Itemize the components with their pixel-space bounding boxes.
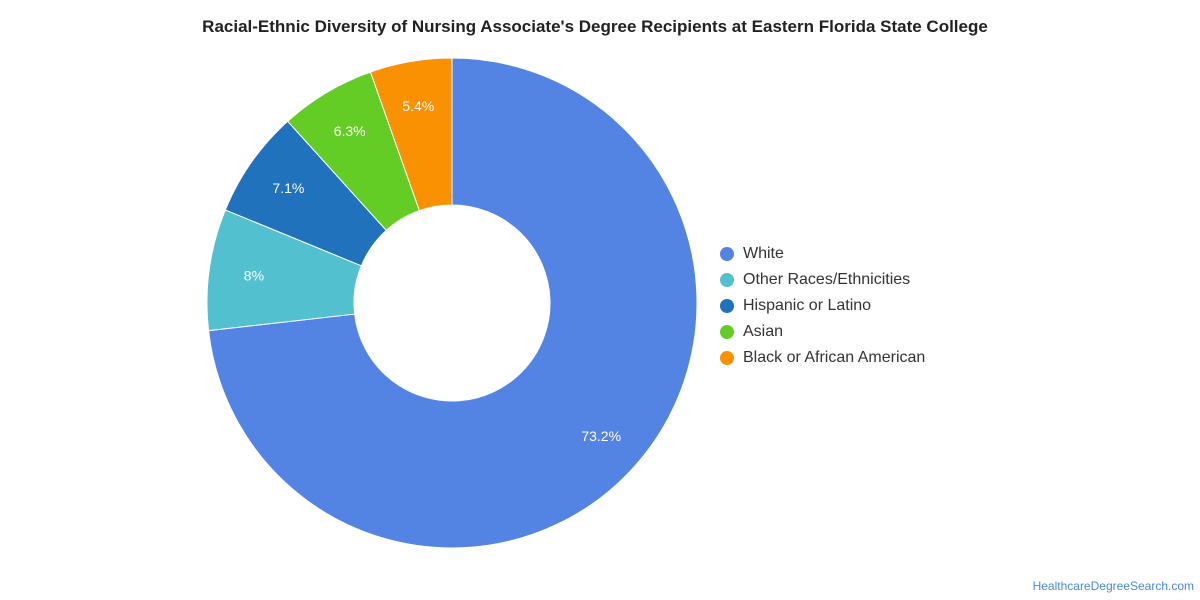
legend-label: Black or African American [743,349,926,366]
slices-group [206,57,698,549]
legend-item[interactable]: Asian [720,319,925,345]
chart-title: Racial-Ethnic Diversity of Nursing Assoc… [202,17,988,36]
slice-label: 73.2% [581,428,621,444]
slice-label: 5.4% [402,98,434,114]
legend-item[interactable]: Black or African American [720,345,925,371]
legend-swatch [720,273,734,287]
legend-item[interactable]: White [720,241,925,267]
legend-item[interactable]: Hispanic or Latino [720,293,925,319]
slice-label: 6.3% [334,123,366,139]
legend-label: White [743,245,784,262]
legend-swatch [720,299,734,313]
slice-label: 7.1% [272,180,304,196]
legend-item[interactable]: Other Races/Ethnicities [720,267,925,293]
source-credit[interactable]: HealthcareDegreeSearch.com [1032,579,1194,593]
chart-legend: White Other Races/Ethnicities Hispanic or … [720,241,925,371]
slice-labels-group: 73.2% 8% 7.1% 6.3% 5.4% [244,98,621,444]
slice-label: 8% [244,267,264,283]
legend-label: Asian [743,323,784,340]
legend-swatch [720,247,734,261]
legend-label: Other Races/Ethnicities [743,271,911,288]
slice-black-or-african-american[interactable] [369,57,453,212]
slice-white[interactable] [208,57,698,549]
legend-label: Hispanic or Latino [743,297,872,314]
legend-swatch [720,351,734,365]
legend-swatch [720,325,734,339]
